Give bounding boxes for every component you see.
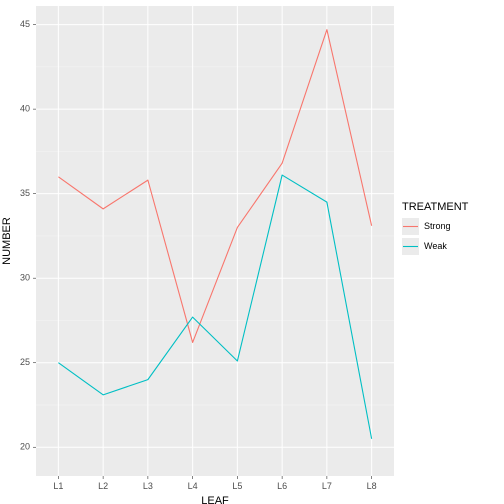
y-tick-label: 45 [20, 19, 30, 29]
x-tick-label: L6 [277, 481, 287, 491]
legend-label: Strong [424, 221, 451, 231]
y-tick-label: 20 [20, 442, 30, 452]
x-tick-label: L7 [322, 481, 332, 491]
y-tick-label: 35 [20, 188, 30, 198]
y-tick-label: 25 [20, 357, 30, 367]
x-tick-label: L8 [367, 481, 377, 491]
x-tick-label: L1 [53, 481, 63, 491]
y-tick-label: 30 [20, 273, 30, 283]
legend-label: Weak [424, 241, 447, 251]
y-tick-label: 40 [20, 104, 30, 114]
y-axis-label: NUMBER [1, 217, 13, 265]
x-axis-label: LEAF [201, 495, 229, 504]
x-tick-label: L4 [188, 481, 198, 491]
x-tick-label: L3 [143, 481, 153, 491]
plot-panel [36, 6, 394, 476]
legend-title: TREATMENT [402, 201, 469, 213]
line-chart: 20 25 30 35 40 45 L1 L2 L3 L4 L5 L6 L7 L8 LEAF NUMBER TR… [0, 0, 504, 504]
x-tick-label: L2 [98, 481, 108, 491]
x-tick-label: L5 [232, 481, 242, 491]
